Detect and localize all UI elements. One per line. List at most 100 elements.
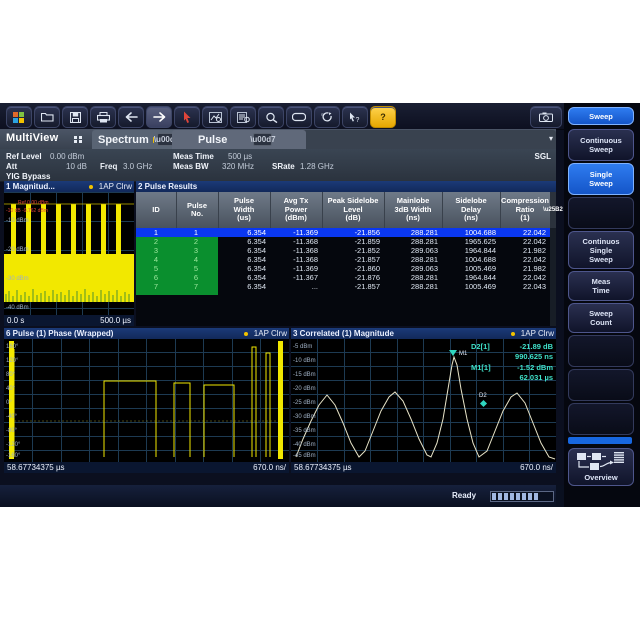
cell-pulse_width: 6.354	[247, 255, 266, 264]
softkey-continuous-single-sweep[interactable]: Continuos Single Sweep	[568, 231, 634, 269]
correlated-x-start: 58.67734375 µs	[294, 463, 352, 472]
softkey-overview[interactable]: Overview	[568, 448, 634, 486]
softkey-single-sweep[interactable]: Single Sweep	[568, 163, 634, 195]
window-correlated[interactable]: 3 Correlated (1) Magnitude 1AP Clrw M1	[291, 328, 556, 473]
cell-sidelobe_delay: 1964.844	[464, 246, 496, 255]
redo-arrow-icon[interactable]	[146, 106, 172, 128]
magnitude-annotation-2: -10 dB -9.762 dBm	[6, 208, 48, 214]
srate-value[interactable]: 1.28 GHz	[300, 162, 334, 171]
col-sidelobe-delay: Sidelobe Delay (ns)	[442, 192, 501, 228]
cursor-select-icon[interactable]	[174, 106, 200, 128]
tab-overflow-menu-icon[interactable]: ▾	[548, 134, 553, 143]
freq-value[interactable]: 3.0 GHz	[123, 162, 153, 171]
help-pointer-icon[interactable]: ?	[342, 106, 368, 128]
window-phase-trace-info: 1AP Clrw	[253, 329, 287, 338]
marker-d2-label: D2	[479, 393, 487, 399]
softkey-blank-3[interactable]	[568, 369, 634, 401]
ref-level-label: Ref Level	[6, 152, 42, 161]
titlebar: MultiView Spectrum \u00d7 Pulse \u00d7 ▾	[0, 129, 556, 150]
softkey-blank-4[interactable]	[568, 403, 634, 435]
progress-bar	[490, 491, 554, 502]
window-pulse-results[interactable]: 2 Pulse Results ID Pulse No. Pulse Width (u…	[136, 181, 563, 326]
table-row[interactable]: 5 5 6.354 -11.369 -21.860 289.063 1005.469 21.9…	[136, 264, 556, 273]
cell-avg_tx_power: -11.368	[293, 255, 318, 264]
att-value[interactable]: 10 dB	[66, 162, 87, 171]
table-scroll-up-icon[interactable]: \u25B2	[543, 192, 563, 228]
tab-pulse[interactable]: Pulse \u00d7	[172, 130, 306, 149]
col-peak-sidelobe: Peak Sidelobe Level (dB)	[322, 192, 385, 228]
phase-ytick-4: 0°	[6, 400, 12, 406]
cell-avg_tx_power: ...	[311, 282, 318, 291]
marker-peak-icon[interactable]	[202, 106, 228, 128]
col-id: ID	[136, 192, 177, 228]
multiview-label[interactable]: MultiView	[6, 132, 59, 144]
softkey-blank-1[interactable]	[568, 197, 634, 229]
cell-pulse_width: 6.354	[247, 282, 266, 291]
cell-avg_tx_power: -11.369	[293, 228, 318, 237]
table-row[interactable]: 2 2 6.354 -11.368 -21.859 288.281 1965.625 22.0…	[136, 237, 556, 246]
marker-m1-icon[interactable]	[449, 350, 457, 356]
softkey-header-sweep[interactable]: Sweep	[568, 107, 634, 125]
tab-pulse-close-icon[interactable]: \u00d7	[250, 133, 276, 146]
cell-peak_sidelobe: -21.852	[354, 246, 380, 255]
correlated-grid	[291, 339, 556, 462]
srate-label: SRate	[272, 162, 295, 171]
correlated-trace-dot-icon	[510, 331, 515, 336]
window-magnitude-plot[interactable]: Ref 0.00 dBm -10 dB -9.762 dBm -10 dBm -…	[4, 192, 134, 315]
window-phase-plot[interactable]: 160° 120° 80° 40° 0° -40° -80° -120° -16…	[4, 339, 289, 462]
undo-arrow-icon[interactable]	[118, 106, 144, 128]
print-icon[interactable]	[90, 106, 116, 128]
marker-readout-0-v1: -21.89 dB	[519, 342, 553, 351]
magnitude-ytick-0: -10 dBm	[6, 218, 29, 224]
zoom-search-icon[interactable]	[258, 106, 284, 128]
table-row[interactable]: 1 1 6.354 -11.369 -21.856 288.281 1004.688 22.0…	[136, 228, 556, 237]
report-list-icon[interactable]	[230, 106, 256, 128]
phase-ytick-2: 80°	[6, 372, 16, 378]
multi-zoom-icon[interactable]	[286, 106, 312, 128]
marker-readout-0-v2: 990.625 ns	[515, 352, 553, 361]
cell-compression: 21.982	[523, 246, 546, 255]
correlated-ytick-3: -20 dBm	[293, 386, 316, 392]
sequencer-icon[interactable]: S	[314, 106, 340, 128]
meas-bw-value[interactable]: 320 MHz	[222, 162, 255, 171]
softkey-sweep-count[interactable]: Sweep Count	[568, 303, 634, 333]
camera-icon[interactable]	[530, 106, 562, 128]
cell-pulse_width: 6.354	[247, 264, 266, 273]
yig-bypass-label: YIG Bypass	[6, 172, 51, 181]
window-magnitude-trace-info: 1AP Clrw	[98, 182, 132, 191]
ref-level-value[interactable]: 0.00 dBm	[50, 152, 85, 161]
cell-avg_tx_power: -11.368	[293, 237, 318, 246]
instrument-screen: S ? ? MultiView Spectrum \u00d7 Pulse \u…	[0, 103, 640, 507]
window-pulse-results-title-text: 2 Pulse Results	[138, 182, 198, 191]
open-folder-icon[interactable]	[34, 106, 60, 128]
pulse-results-table[interactable]: ID Pulse No. Pulse Width (us) Avg Tx Power (d…	[136, 192, 563, 326]
cell-pulse_width: 6.354	[247, 228, 266, 237]
save-disk-icon[interactable]	[62, 106, 88, 128]
magnitude-annotation-1: Ref 0.00 dBm	[18, 200, 49, 206]
softkey-continuous-sweep[interactable]: Continuous Sweep	[568, 129, 634, 161]
marker-readout-1-v1: -1.52 dBm	[517, 363, 553, 372]
table-scrollbar[interactable]	[550, 228, 556, 326]
phase-ytick-6: -80°	[6, 428, 18, 434]
table-row[interactable]: 6 6 6.354 -11.367 -21.876 288.281 1964.844 22.0…	[136, 273, 556, 282]
window-phase[interactable]: 6 Pulse (1) Phase (Wrapped) 1AP Clrw	[4, 328, 289, 473]
magnitude-x-start: 0.0 s	[7, 316, 25, 325]
settings-header: Ref Level 0.00 dBm Att 10 dB Freq 3.0 GH…	[0, 149, 556, 182]
cell-id: 4	[153, 255, 159, 264]
softkey-meas-time[interactable]: Meas Time	[568, 271, 634, 301]
cell-peak_sidelobe: -21.876	[354, 273, 380, 282]
window-correlated-plot[interactable]: M1 D2 -5 dBm -10 dBm -15 dBm -20 dBm -25…	[291, 339, 556, 462]
windows-start-icon[interactable]	[6, 106, 32, 128]
table-row[interactable]: 4 4 6.354 -11.368 -21.857 288.281 1004.688 22.0…	[136, 255, 556, 264]
window-magnitude[interactable]: 1 Magnitud... 1AP Clrw	[4, 181, 134, 326]
softkey-column: Sweep Continuous Sweep Single Sweep Cont…	[564, 103, 640, 507]
table-row[interactable]: 3 3 6.354 -11.368 -21.852 289.063 1964.844 21.9…	[136, 246, 556, 255]
status-bar: Ready	[0, 485, 569, 507]
tab-spectrum[interactable]: Spectrum \u00d7	[92, 130, 182, 149]
table-row[interactable]: 7 7 6.354... -21.857 288.281 1005.469 22.043	[136, 282, 556, 291]
cell-pulse_no: 6	[193, 273, 199, 282]
help-icon[interactable]: ?	[370, 106, 396, 128]
meas-time-value[interactable]: 500 µs	[228, 152, 253, 161]
correlated-ytick-7: -40 dBm	[293, 442, 316, 448]
softkey-blank-2[interactable]	[568, 335, 634, 367]
